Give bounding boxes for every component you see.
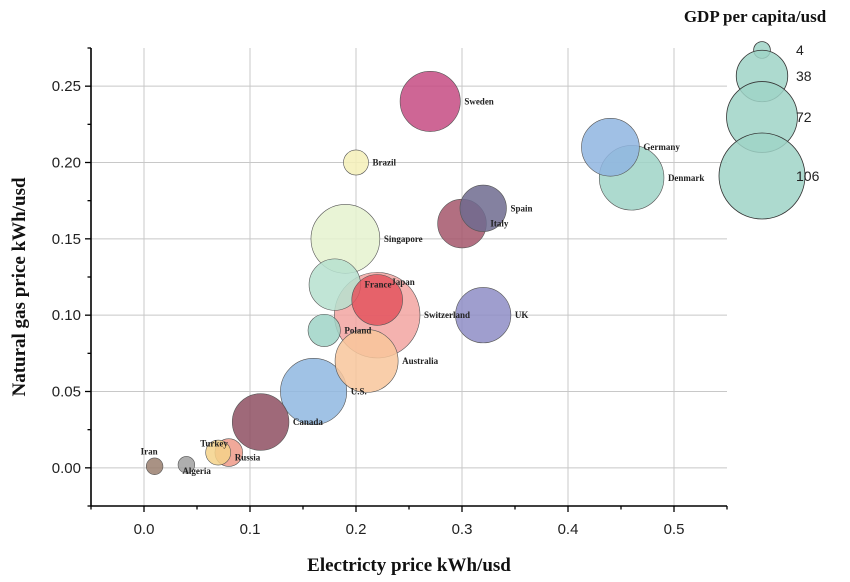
y-tick-label: 0.05 bbox=[52, 384, 81, 401]
legend-label: 72 bbox=[796, 109, 812, 125]
bubble-canada bbox=[231, 393, 290, 451]
legend: GDP per capita/usd 4 38 72 106 bbox=[684, 7, 827, 220]
point-label: Denmark bbox=[668, 173, 705, 183]
bubble-uk bbox=[455, 287, 512, 344]
y-axis-title: Natural gas price kWh/usd bbox=[9, 177, 30, 396]
point-label: Algeria bbox=[182, 466, 211, 476]
point-label: Sweden bbox=[464, 96, 494, 106]
point-label: Iran bbox=[141, 446, 158, 456]
x-tick-label: 0.1 bbox=[240, 521, 261, 538]
bubble-us bbox=[280, 358, 348, 425]
y-tick-label: 0.00 bbox=[52, 460, 81, 477]
bubble-sweden bbox=[399, 71, 461, 132]
point-label: Canada bbox=[293, 417, 324, 427]
y-tick-label: 0.15 bbox=[52, 231, 81, 248]
tick-labels: 0.0 0.1 0.2 0.3 0.4 0.5 0.00 0.05 0.10 0.15 0.20 0.… bbox=[52, 78, 685, 538]
legend-title: GDP per capita/usd bbox=[684, 7, 827, 26]
point-label: Australia bbox=[402, 356, 439, 366]
point-label: Brazil bbox=[373, 158, 397, 168]
bubble-iran bbox=[145, 457, 164, 475]
point-label: Italy bbox=[490, 219, 509, 229]
legend-label: 4 bbox=[796, 42, 804, 58]
point-label: U.S. bbox=[351, 387, 367, 397]
point-label: Germany bbox=[643, 142, 680, 152]
point-label: France bbox=[365, 280, 392, 290]
legend-label: 38 bbox=[796, 68, 812, 84]
point-label: Russia bbox=[235, 453, 261, 463]
legend-label: 106 bbox=[796, 168, 820, 184]
bubble-australia bbox=[334, 329, 399, 393]
y-tick-label: 0.20 bbox=[52, 155, 81, 172]
point-label: Japan bbox=[391, 277, 415, 287]
point-label: Poland bbox=[344, 325, 371, 335]
x-tick-label: 0.5 bbox=[664, 521, 685, 538]
point-label: Switzerland bbox=[424, 310, 470, 320]
point-label: Singapore bbox=[384, 234, 423, 244]
bubbles bbox=[145, 71, 665, 475]
x-tick-label: 0.2 bbox=[346, 521, 367, 538]
axes bbox=[85, 47, 728, 512]
point-label: UK bbox=[515, 310, 529, 320]
x-tick-label: 0.3 bbox=[452, 521, 473, 538]
bubble-japan bbox=[351, 274, 403, 326]
x-tick-label: 0.4 bbox=[558, 521, 579, 538]
bubble-algeria bbox=[177, 456, 196, 474]
bubble-spain bbox=[459, 184, 507, 232]
legend-bubble bbox=[718, 132, 806, 220]
y-tick-label: 0.10 bbox=[52, 307, 81, 324]
x-axis-title: Electricty price kWh/usd bbox=[307, 555, 511, 576]
bubble-germany bbox=[581, 117, 640, 177]
x-tick-label: 0.0 bbox=[134, 521, 155, 538]
bubble-poland bbox=[307, 313, 341, 347]
bubble-turkey bbox=[205, 439, 232, 466]
point-labels: Iran Algeria Turkey Russia Canada U.S. Poland F… bbox=[141, 96, 705, 475]
point-label: Spain bbox=[510, 203, 532, 213]
point-label: Turkey bbox=[200, 439, 228, 449]
bubble-brazil bbox=[343, 149, 369, 176]
y-tick-label: 0.25 bbox=[52, 78, 81, 95]
